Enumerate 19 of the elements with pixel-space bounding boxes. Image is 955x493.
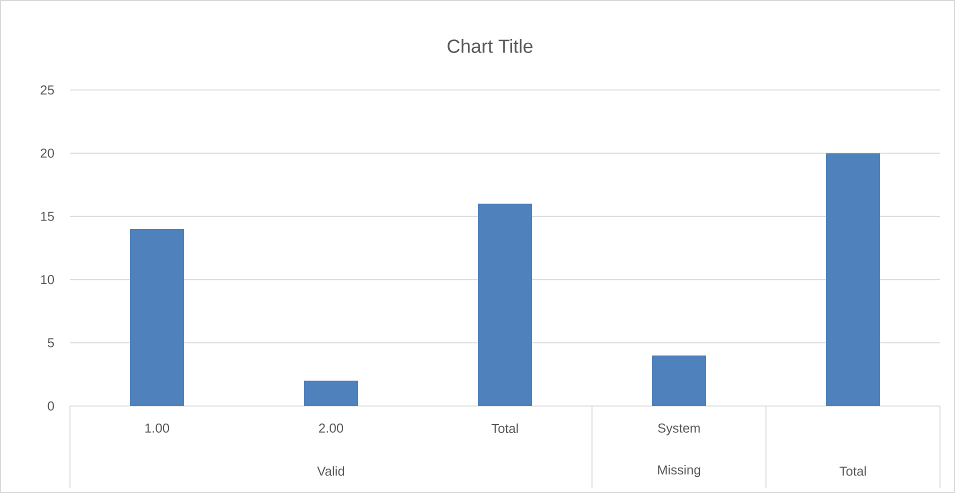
chart-title: Chart Title bbox=[448, 39, 532, 53]
x-tick-label: System bbox=[658, 424, 700, 436]
text: Missing bbox=[658, 464, 700, 478]
y-tick-label: 25 bbox=[40, 85, 54, 95]
bar bbox=[652, 355, 706, 406]
x-tick-label: 1.00 bbox=[145, 424, 170, 433]
y-tick-label: 0 bbox=[48, 401, 54, 411]
text: Valid bbox=[317, 466, 344, 476]
x-tick-label: Total bbox=[492, 424, 518, 434]
y-tick-label: 10 bbox=[41, 275, 54, 284]
bar bbox=[478, 204, 532, 406]
y-tick-label: 15 bbox=[41, 212, 54, 221]
x-tick-label: 2.00 bbox=[319, 424, 344, 433]
y-tick-label: 20 bbox=[40, 148, 54, 158]
bar bbox=[130, 229, 184, 406]
text: Total bbox=[840, 466, 866, 476]
y-tick-label: 5 bbox=[48, 338, 54, 348]
bar bbox=[304, 380, 358, 406]
bar bbox=[826, 153, 880, 406]
